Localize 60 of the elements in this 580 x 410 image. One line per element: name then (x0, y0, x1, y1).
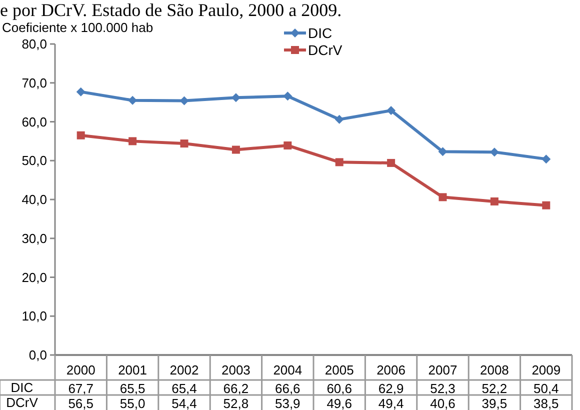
data-label: 52,3 (430, 381, 456, 396)
data-label: 60,6 (326, 381, 352, 396)
x-tick-label: 2000 (66, 362, 96, 378)
data-label: 49,4 (378, 396, 404, 410)
y-tick-label: 20,0 (22, 270, 47, 285)
x-tick-label: 2002 (170, 362, 199, 378)
x-tick-label: 2004 (273, 362, 302, 378)
text: DCrV (6, 395, 38, 410)
point (283, 92, 292, 101)
y-tick-label: 40,0 (22, 192, 47, 208)
x-tick-label: 2003 (221, 362, 250, 378)
x-tick-label: 2006 (376, 362, 406, 378)
data-label: 39,5 (482, 396, 508, 410)
legend-label: DCrV (308, 42, 343, 58)
data-label: 54,4 (172, 396, 197, 410)
x-tick-label: 2007 (428, 362, 458, 378)
point (76, 87, 86, 96)
data-label: 49,6 (326, 396, 352, 410)
data-label: 67,7 (68, 381, 94, 396)
y-tick-label: 60,0 (22, 114, 47, 130)
point (76, 131, 85, 140)
data-label: 65,4 (172, 381, 197, 396)
text: DIC (10, 380, 34, 396)
data-label: 52,2 (482, 381, 508, 396)
data-label: 40,6 (430, 396, 456, 410)
y-axis-title: Coeficiente x 100.000 hab (2, 20, 154, 35)
point (334, 114, 344, 124)
point (542, 154, 551, 164)
chart-title: e por DCrV. Estado de São Paulo, 2000 a 2009. (0, 0, 342, 20)
point (284, 141, 292, 150)
point (542, 201, 550, 210)
y-tick-label: 70,0 (22, 75, 47, 90)
point (387, 158, 396, 167)
data-label: 66,2 (223, 381, 249, 396)
data-label: 66,6 (274, 381, 300, 396)
data-label: 53,9 (274, 396, 300, 410)
y-tick-label: 50,0 (22, 153, 47, 168)
point (386, 106, 396, 115)
y-tick-label: 0,0 (28, 348, 47, 363)
point (490, 197, 498, 206)
data-label: 62,9 (378, 381, 404, 396)
y-tick-label: 30,0 (22, 230, 47, 246)
y-tick-label: 80,0 (22, 36, 47, 52)
y-tick-label: 10,0 (22, 308, 47, 324)
data-label: 38,5 (533, 396, 559, 410)
data-label: 52,8 (223, 396, 249, 410)
point (128, 137, 137, 146)
data-label: 65,5 (120, 381, 146, 396)
point (180, 140, 188, 148)
legend-label: DIC (308, 24, 332, 41)
data-label: 50,4 (533, 381, 559, 396)
point (438, 193, 447, 202)
x-tick-label: 2008 (480, 362, 509, 378)
point (232, 146, 240, 154)
data-label: 55,0 (120, 396, 146, 410)
x-tick-label: 2005 (324, 362, 354, 378)
point (335, 158, 344, 166)
x-tick-label: 2009 (532, 362, 561, 378)
data-label: 56,5 (68, 396, 94, 410)
x-tick-label: 2001 (118, 362, 148, 378)
